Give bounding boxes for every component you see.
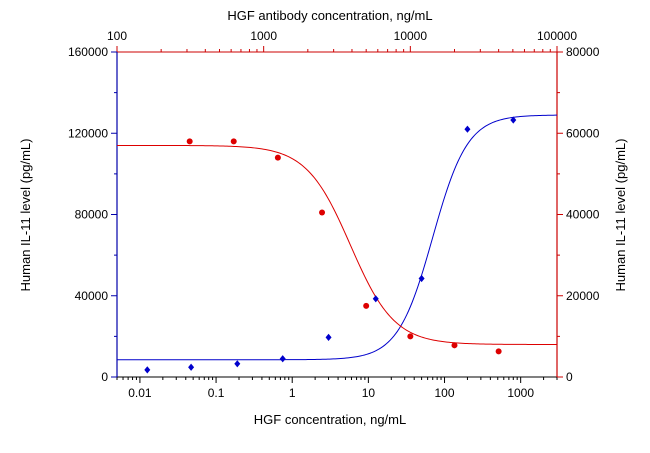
- blue-data-point: [279, 355, 286, 363]
- bottom-tick-label: 0.1: [208, 386, 225, 400]
- red-data-point: [319, 209, 326, 216]
- top-tick-label: 10000: [394, 29, 428, 43]
- right-tick-label: 20000: [566, 289, 600, 303]
- x-bottom-axis-title: HGF concentration, ng/mL: [254, 412, 406, 427]
- top-tick-label: 100: [107, 29, 127, 43]
- bottom-tick-label: 10: [362, 386, 376, 400]
- left-axis-ticks: 0 40000 80000 120000 160000: [68, 45, 117, 384]
- red-data-point: [495, 348, 502, 355]
- y-left-axis-title: Human IL-11 level (pg/mL): [18, 139, 33, 292]
- right-tick-label: 80000: [566, 45, 600, 59]
- top-tick-label: 1000: [250, 29, 277, 43]
- blue-data-point: [464, 125, 471, 133]
- red-data-point: [407, 333, 414, 340]
- blue-data-point: [418, 274, 425, 283]
- blue-data-point: [144, 366, 151, 374]
- blue-data-point: [188, 363, 195, 371]
- top-axis-ticks: 100 1000 10000 100000: [107, 29, 577, 52]
- x-top-axis-title: HGF antibody concentration, ng/mL: [227, 8, 432, 23]
- left-tick-label: 0: [101, 370, 108, 384]
- y-right-axis-title: Human IL-11 level (pg/mL): [613, 139, 628, 292]
- bottom-tick-label: 1000: [507, 386, 534, 400]
- blue-data-point: [234, 360, 241, 368]
- left-tick-label: 80000: [75, 208, 109, 222]
- bottom-tick-label: 100: [435, 386, 455, 400]
- blue-data-point: [325, 333, 332, 341]
- fit-curves: [117, 114, 558, 361]
- red-data-point: [274, 154, 281, 161]
- red-data-point: [363, 302, 370, 309]
- blue-data-point: [510, 116, 517, 124]
- bottom-axis-ticks: 0.01 0.1 1 10 100 1000: [116, 377, 558, 400]
- blue-data-point: [372, 295, 379, 303]
- right-tick-label: 0: [566, 370, 573, 384]
- bottom-tick-label: 1: [289, 386, 296, 400]
- left-tick-label: 40000: [75, 289, 109, 303]
- bottom-tick-label: 0.01: [128, 386, 152, 400]
- blue-fit-curve: [117, 114, 558, 361]
- right-tick-label: 60000: [566, 126, 600, 140]
- left-tick-label: 160000: [68, 45, 108, 59]
- left-tick-label: 120000: [68, 126, 108, 140]
- right-axis-ticks: 0 20000 40000 60000 80000: [557, 45, 600, 384]
- top-tick-label: 100000: [537, 29, 577, 43]
- red-data-point: [230, 138, 237, 145]
- red-fit-curve: [117, 144, 557, 345]
- data-points: [144, 116, 517, 374]
- right-tick-label: 40000: [566, 208, 600, 222]
- red-data-point: [451, 342, 458, 349]
- red-data-point: [186, 138, 193, 145]
